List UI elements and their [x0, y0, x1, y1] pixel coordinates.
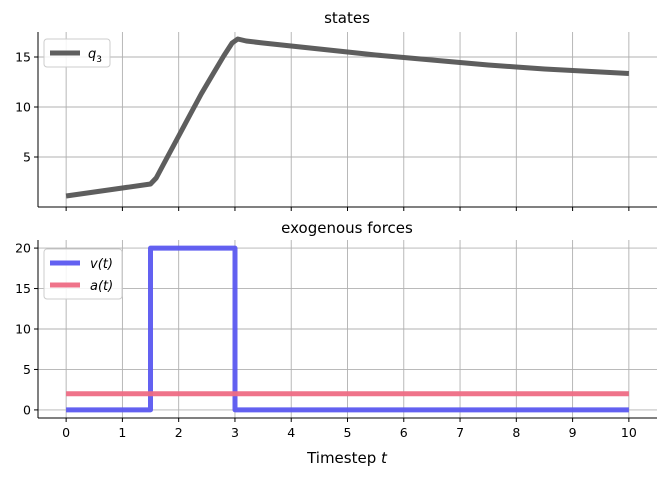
x-tick-label: 2 [175, 425, 183, 440]
x-tick-label: 8 [512, 425, 520, 440]
x-axis-label: Timestep t [306, 449, 388, 467]
forces-series [66, 245, 629, 413]
y-tick-label: 15 [15, 50, 31, 65]
y-tick-label: 20 [15, 241, 31, 256]
legend-label-a: a(t) [90, 279, 113, 294]
y-tick-label: 15 [15, 281, 31, 296]
legend-label-q3: q3 [88, 47, 102, 65]
states-panel: states 5 10 15 q3 [15, 9, 657, 211]
x-tick-label: 1 [118, 425, 126, 440]
x-tick-label: 7 [456, 425, 464, 440]
forces-title: exogenous forces [281, 219, 413, 237]
states-legend: q3 [43, 38, 111, 68]
x-tick-label: 4 [287, 425, 295, 440]
forces-axes: 0 1 2 3 4 5 6 7 8 9 10 0 5 10 15 20 [15, 240, 657, 440]
x-tick-label: 3 [231, 425, 239, 440]
exogenous-forces-panel: exogenous forces 0 1 2 3 4 5 6 7 8 9 10 0 5 10 15 20 v(… [15, 219, 657, 467]
x-tick-label: 10 [621, 425, 637, 440]
y-tick-label: 5 [23, 150, 31, 165]
y-tick-label: 10 [15, 322, 31, 337]
legend-label-v: v(t) [90, 257, 113, 272]
states-axes: 5 10 15 [15, 32, 657, 211]
x-tick-label: 5 [344, 425, 352, 440]
series-line-vt [66, 245, 629, 413]
states-series [65, 36, 630, 199]
x-tick-label: 6 [400, 425, 408, 440]
states-title: states [324, 9, 370, 27]
x-tick-label: 0 [62, 425, 70, 440]
y-tick-label: 0 [23, 402, 31, 417]
y-tick-label: 10 [15, 100, 31, 115]
states-grid [38, 32, 657, 207]
series-line-q3 [65, 36, 630, 199]
forces-legend: v(t) a(t) [43, 248, 123, 300]
x-tick-label: 9 [569, 425, 577, 440]
y-tick-label: 5 [23, 362, 31, 377]
